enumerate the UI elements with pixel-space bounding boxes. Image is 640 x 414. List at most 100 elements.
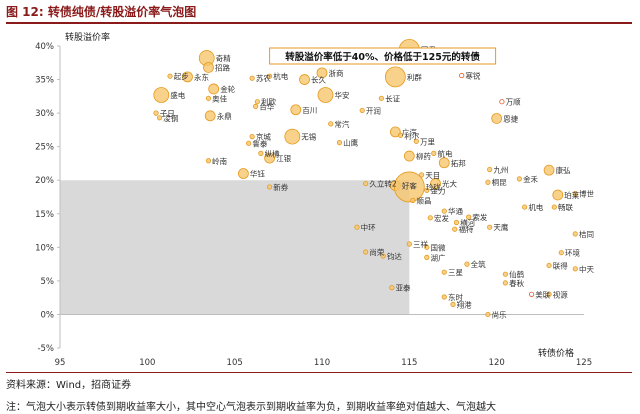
bubble (528, 291, 535, 297)
bubble (363, 249, 369, 255)
bubble (452, 226, 458, 232)
bubble-label: 纵横 (265, 148, 280, 158)
bubble-label: 百川 (302, 106, 317, 115)
bubble (430, 178, 441, 189)
bubble (156, 115, 163, 121)
bubble-label: 奥佳 (212, 93, 227, 103)
x-tick-label: 105 (227, 358, 243, 368)
bubble-label: 寒锐 (465, 71, 480, 81)
bubble-label: 仙鹤 (509, 269, 524, 279)
bubble-label: 三星 (448, 268, 463, 277)
bubble (378, 95, 384, 101)
y-tick-label: 25% (35, 143, 54, 153)
bubble (249, 134, 255, 140)
bubble (299, 74, 310, 85)
bubble-label: 久立转2 (369, 179, 396, 189)
bubble-label: 恩捷 (503, 113, 518, 123)
bubble (246, 140, 252, 146)
y-tick-label: 5% (41, 277, 55, 287)
y-tick-label: -5% (37, 344, 54, 354)
bubble (499, 99, 505, 105)
title-divider (6, 22, 632, 24)
bubble (491, 113, 503, 124)
bubble-label: 台华 (259, 101, 274, 111)
bubble-label: 利尔 (404, 130, 419, 140)
bubble (406, 241, 412, 247)
bubble (543, 164, 555, 176)
bubble-labels: 奇精招路国君长久浙商起步永东苏农杭电利群寒锐金轮盛电奥佳华安长证万顺利欧台华百川… (160, 45, 595, 319)
bubble (410, 197, 416, 203)
bubble-label: 子日 (160, 109, 175, 118)
x-tick-label: 110 (314, 358, 330, 368)
bubble (403, 150, 415, 162)
bubble-label: 东时 (448, 292, 463, 302)
y-tick-label: 15% (35, 210, 54, 220)
bubble-label: 好客 (402, 181, 417, 191)
bubble-label: 山鹰 (343, 138, 358, 148)
bubble (284, 128, 301, 145)
bubble (354, 224, 360, 230)
bubble-label: 康弘 (556, 165, 571, 175)
x-tick-label: 95 (55, 358, 66, 368)
bubble-label: 苏农 (256, 73, 271, 83)
bubble (167, 73, 173, 79)
bubble-label: 索发 (472, 212, 487, 222)
bubble-label: 岭南 (212, 156, 227, 166)
bubble-label: 奇精 (216, 53, 231, 63)
bubble-label: 钧达 (387, 251, 402, 261)
bubble-label: 九州 (493, 165, 508, 174)
bubble (485, 311, 491, 318)
y-tick-label: 35% (35, 76, 54, 86)
annotation-box (269, 47, 497, 65)
bubble-series (153, 38, 578, 318)
bubble-label: 桐昆 (492, 177, 507, 187)
bubble-label: 开润 (366, 105, 381, 115)
bubble-label: 永鼎 (217, 111, 232, 121)
bubble-label: 新券 (273, 182, 288, 192)
figure-title: 图 12: 转债纯债/转股溢价率气泡图 (6, 5, 197, 19)
source-note: 资料来源：Wind，招商证券 (6, 380, 132, 391)
bubble-label: 横河 (460, 218, 475, 228)
bubble (249, 75, 255, 81)
bubble (336, 140, 343, 146)
bubble (558, 250, 564, 256)
bubble (427, 215, 433, 221)
bubble-label: 天鹰 (493, 222, 508, 232)
y-tick-label: 0% (41, 310, 55, 320)
y-tick-label: 30% (35, 109, 54, 119)
x-tick-label: 115 (401, 358, 417, 368)
bubble-label: 福特 (458, 224, 473, 234)
bubble-label: 玲珑 (426, 182, 441, 192)
bubble-label: 三祥 (413, 239, 428, 249)
bubble (546, 262, 552, 269)
bubble (153, 87, 170, 103)
y-tick-label: 40% (35, 42, 54, 52)
bubble-label: 利欧 (261, 97, 276, 107)
bubble-label: 中天 (579, 264, 594, 274)
bubble-label: 尚乐 (492, 309, 507, 319)
bubble-label: 无锡 (301, 133, 316, 142)
bubble-label: 万顺 (506, 98, 521, 107)
bubble (384, 66, 406, 88)
x-tick-label: 100 (139, 358, 155, 368)
bubble (205, 95, 212, 101)
bubble (205, 158, 212, 164)
bubble-label: 桔同 (579, 229, 594, 239)
bubble (203, 62, 214, 73)
y-tick-label: 20% (35, 176, 54, 186)
highlight-region (60, 180, 410, 315)
bubble-label: 盛电 (170, 90, 185, 100)
bubble-label: 国微 (431, 242, 446, 252)
bubble-label: 光大 (442, 179, 457, 189)
x-tick-label: 120 (489, 358, 505, 368)
bubble-label: 宏发 (434, 213, 449, 223)
bubble-label: 柳药 (416, 151, 431, 161)
bubble (208, 83, 220, 95)
bubble (363, 180, 369, 187)
bubble (413, 138, 419, 144)
bubble (487, 166, 493, 173)
bubble (380, 253, 386, 259)
bubble (317, 87, 334, 103)
bubble (572, 191, 578, 197)
bubble (359, 107, 365, 114)
